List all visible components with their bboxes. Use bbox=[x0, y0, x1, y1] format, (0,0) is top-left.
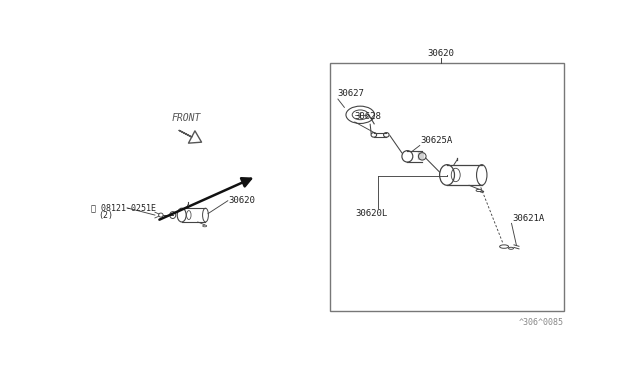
Text: (2): (2) bbox=[99, 211, 113, 219]
Text: 30620: 30620 bbox=[229, 196, 255, 205]
Text: 30621A: 30621A bbox=[513, 214, 545, 223]
Text: 30625A: 30625A bbox=[420, 136, 453, 145]
Text: 30620L: 30620L bbox=[356, 209, 388, 218]
Text: FRONT: FRONT bbox=[172, 113, 202, 124]
Text: Ⓑ 08121-0251E: Ⓑ 08121-0251E bbox=[91, 203, 156, 212]
Text: ^306^0085: ^306^0085 bbox=[518, 318, 564, 327]
Text: 30628: 30628 bbox=[355, 112, 381, 121]
Text: 30627: 30627 bbox=[337, 89, 364, 98]
Text: 30620: 30620 bbox=[428, 48, 454, 58]
FancyArrowPatch shape bbox=[179, 131, 202, 143]
